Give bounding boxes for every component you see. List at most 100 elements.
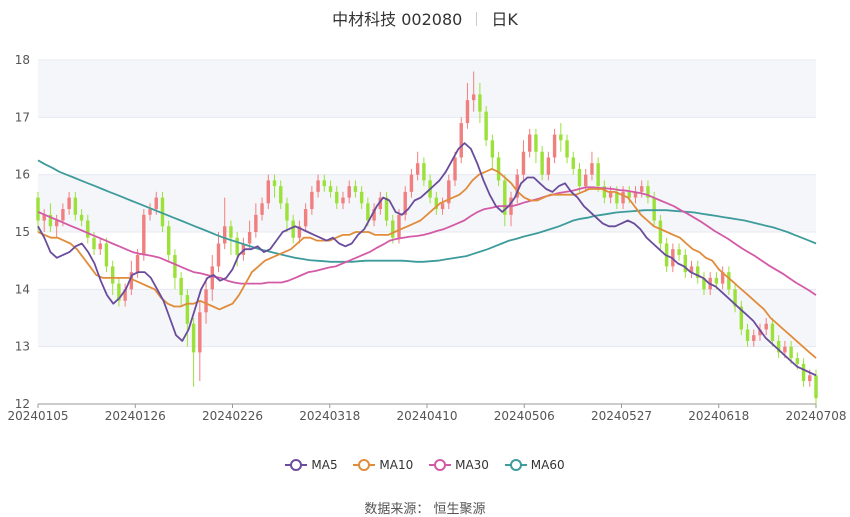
candle-down [565, 140, 569, 158]
ma30-legend-icon [429, 459, 452, 471]
candle-down [577, 168, 582, 187]
legend-label-ma5: MA5 [311, 458, 338, 472]
candle-up [210, 266, 214, 290]
candle-up [42, 214, 46, 221]
candle-down [279, 186, 283, 204]
candle-down [646, 186, 650, 198]
y-tick-label: 17 [15, 110, 30, 124]
candle-down [166, 226, 171, 255]
candle-up [527, 134, 532, 152]
ma10-line [37, 167, 817, 359]
candle-down [714, 277, 719, 284]
candle-down [559, 134, 563, 141]
candle-down [814, 375, 818, 399]
candle-down [353, 186, 358, 192]
candle-down [86, 220, 90, 238]
candle-down [366, 203, 370, 221]
ma10-legend-icon [353, 459, 376, 471]
y-tick-label: 14 [15, 282, 30, 296]
y-tick-label: 15 [15, 225, 30, 239]
candle-up [316, 180, 320, 192]
candle-up [61, 209, 65, 221]
candle-up [303, 209, 308, 227]
candle-up [415, 163, 420, 175]
candle-up [247, 232, 252, 244]
chart-legend: MA5 MA10 MA30 MA60 [0, 458, 850, 472]
candle-up [123, 289, 127, 301]
candle-up [440, 203, 445, 210]
candle-up [459, 123, 463, 158]
candle-down [490, 140, 495, 158]
candle-down [571, 157, 575, 169]
candle-up [347, 186, 351, 198]
candle-down [745, 329, 750, 341]
grid-band [38, 60, 816, 118]
candle-up [142, 214, 146, 255]
candle-down [229, 226, 233, 238]
candle-down [235, 237, 239, 255]
candle-down [391, 220, 395, 238]
candle-down [160, 197, 165, 227]
candle-down [191, 323, 196, 353]
candle-down [776, 340, 781, 353]
candle-up [689, 266, 694, 273]
candle-up [640, 186, 644, 192]
x-tick-label: 20240527 [591, 409, 652, 423]
legend-item-ma30[interactable]: MA30 [429, 458, 489, 472]
x-tick-label: 20240410 [396, 409, 457, 423]
ma5-line [37, 142, 817, 377]
candle-down [110, 266, 115, 284]
candle-down [540, 151, 544, 175]
candle-down [658, 220, 663, 244]
legend-label-ma60: MA60 [530, 458, 565, 472]
candle-up [465, 100, 470, 124]
y-tick-label: 16 [15, 168, 30, 182]
candle-up [633, 191, 638, 198]
candle-down [48, 214, 53, 227]
candle-up [372, 209, 376, 221]
candle-down [291, 220, 295, 238]
candle-down [602, 186, 607, 198]
candle-up [521, 151, 526, 175]
candle-up [266, 180, 270, 204]
candle-up [403, 191, 407, 215]
candle-up [720, 272, 725, 284]
candle-down [727, 272, 731, 290]
candle-up [783, 346, 787, 353]
candle-down [173, 254, 177, 278]
candle-down [179, 277, 183, 296]
candle-up [608, 191, 613, 198]
legend-label-ma10: MA10 [379, 458, 414, 472]
candle-up [764, 323, 768, 330]
candle-down [36, 197, 40, 221]
candle-down [117, 283, 121, 301]
candle-down [185, 295, 190, 324]
candle-down [73, 197, 78, 215]
candle-down [503, 180, 507, 215]
legend-item-ma10[interactable]: MA10 [353, 458, 413, 472]
candle-up [584, 174, 588, 187]
legend-item-ma60[interactable]: MA60 [504, 458, 565, 472]
candle-down [677, 249, 681, 255]
y-tick-label: 12 [15, 397, 30, 411]
candle-up [54, 220, 59, 227]
candle-down [696, 266, 700, 278]
candle-down [422, 163, 426, 181]
candle-down [627, 191, 631, 198]
candle-up [409, 174, 414, 192]
candle-up [129, 272, 134, 290]
candle-up [67, 197, 71, 210]
candle-down [702, 277, 706, 290]
grid-band [38, 174, 816, 232]
candle-down [484, 111, 488, 141]
candle-up [552, 134, 557, 158]
candle-up [752, 335, 756, 341]
candle-up [515, 174, 519, 198]
candle-down [801, 363, 806, 382]
candle-down [285, 203, 289, 221]
candle-up [148, 209, 152, 215]
candle-down [92, 237, 96, 250]
candle-up [447, 180, 451, 204]
legend-item-ma5[interactable]: MA5 [285, 458, 338, 472]
candle-up [260, 203, 264, 215]
